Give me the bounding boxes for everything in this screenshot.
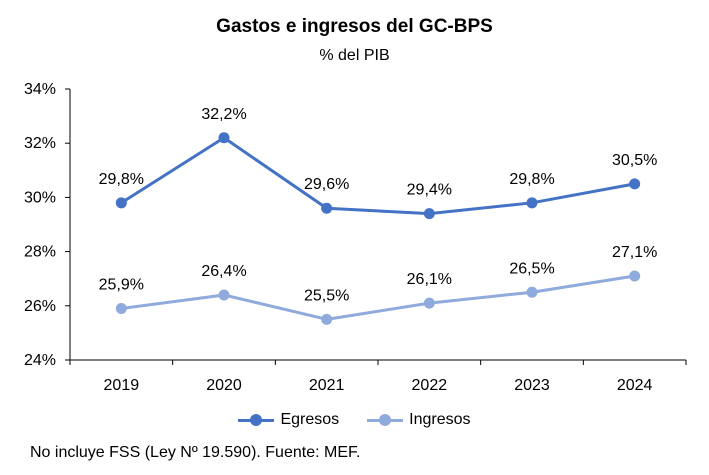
x-tick-label: 2024: [617, 377, 653, 394]
x-tick-label: 2023: [514, 377, 550, 394]
data-label: 26,5%: [509, 260, 554, 277]
data-label: 29,8%: [509, 171, 554, 188]
data-point: [115, 303, 127, 315]
series-line-egresos: [120, 136, 635, 216]
y-tick-label: 30%: [24, 189, 56, 206]
y-tick-label: 26%: [24, 298, 56, 315]
data-point: [218, 132, 230, 144]
data-label: 32,2%: [201, 106, 246, 123]
data-label: 29,4%: [407, 182, 452, 199]
chart-title: Gastos e ingresos del GC-BPS: [216, 16, 493, 37]
legend-swatch-ingresos: [367, 414, 404, 426]
x-tick-label: 2020: [206, 377, 242, 394]
data-label: 27,1%: [612, 244, 657, 261]
data-point: [526, 286, 538, 298]
data-point: [423, 297, 435, 309]
data-label: 29,8%: [99, 171, 144, 188]
data-point: [115, 197, 127, 209]
data-point: [321, 202, 333, 214]
data-point: [423, 208, 435, 220]
legend-item-egresos[interactable]: Egresos: [238, 411, 339, 429]
data-point: [629, 270, 641, 282]
legend-label-egresos: Egresos: [280, 411, 340, 428]
x-tick-label: 2019: [104, 377, 140, 394]
y-tick-label: 28%: [24, 244, 56, 261]
data-label: 30,5%: [612, 152, 657, 169]
legend-label-ingresos: Ingresos: [409, 411, 471, 428]
data-point: [218, 289, 230, 301]
y-tick-label: 32%: [24, 135, 56, 152]
x-tick-label: 2021: [309, 377, 345, 394]
data-label: 25,9%: [99, 277, 144, 294]
data-label: 26,1%: [407, 271, 452, 288]
data-label: 25,5%: [304, 287, 349, 304]
footnote: No incluye FSS (Ley Nº 19.590). Fuente: …: [30, 444, 361, 461]
data-label: 26,4%: [201, 263, 246, 280]
legend-swatch-egresos: [238, 414, 275, 426]
data-point: [629, 178, 641, 190]
x-tick-label: 2022: [412, 377, 448, 394]
y-tick-label: 34%: [24, 81, 56, 98]
series-line-ingresos: [121, 274, 635, 321]
chart-subtitle: % del PIB: [319, 47, 390, 64]
y-tick-label: 24%: [24, 352, 56, 369]
data-label: 29,6%: [304, 176, 349, 193]
data-point: [321, 313, 333, 325]
legend-item-ingresos[interactable]: Ingresos: [367, 411, 471, 429]
legend: Egresos Ingresos: [0, 411, 709, 429]
data-point: [526, 197, 538, 209]
